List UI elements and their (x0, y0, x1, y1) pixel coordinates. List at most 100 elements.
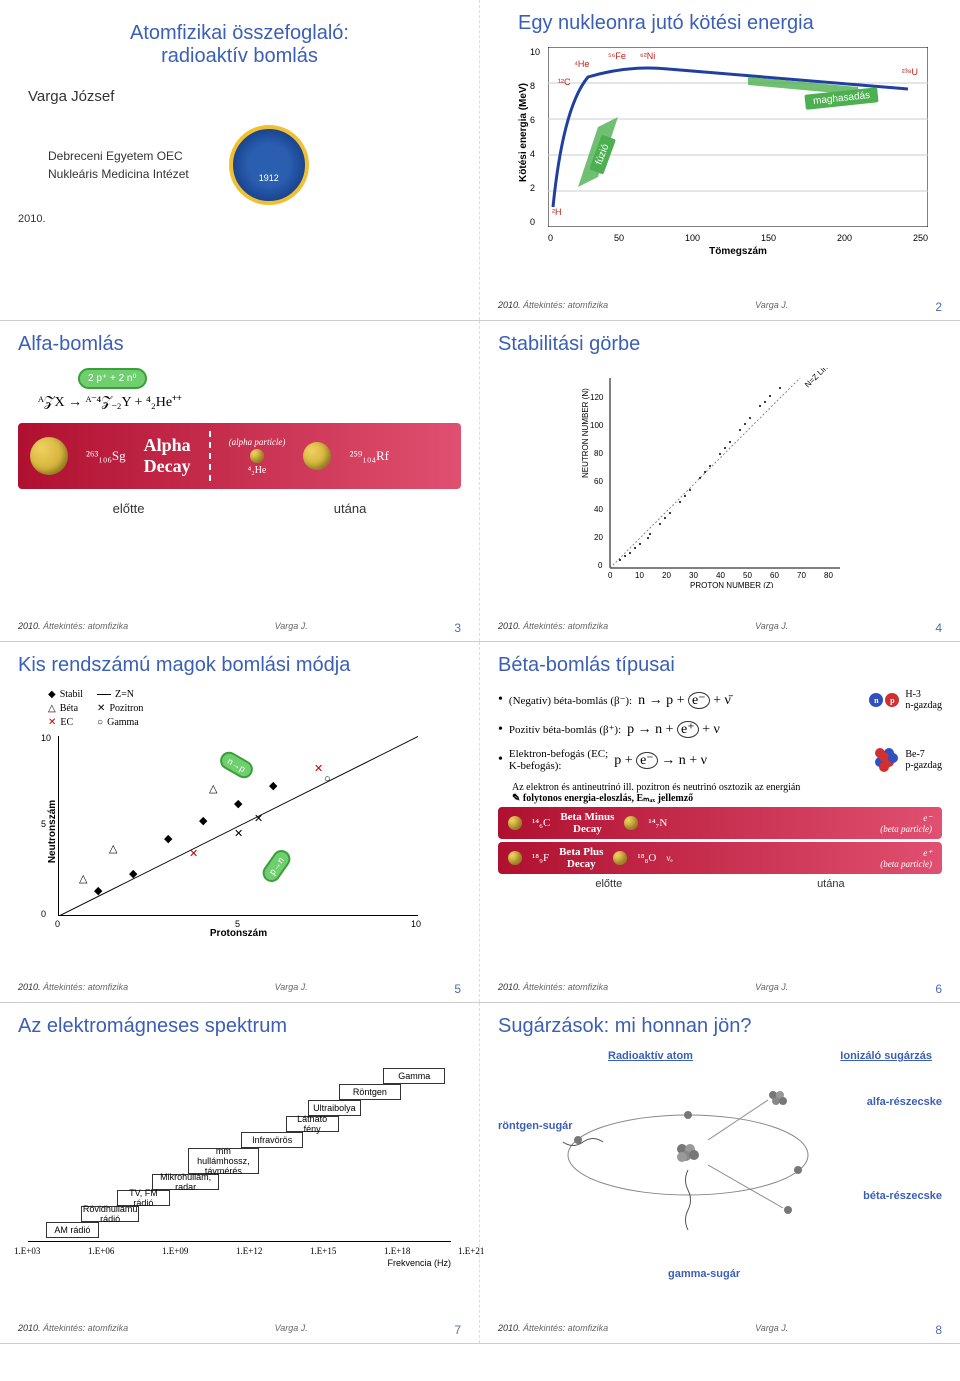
slide1-title: Atomfizikai összefoglaló: radioaktív bom… (18, 22, 461, 68)
affiliation-2: Nukleáris Medicina Intézet (48, 165, 189, 183)
beta-plus-label: Pozitív béta-bomlás (β⁺): (509, 723, 621, 736)
h3-note: H-3 n-gazdag (905, 689, 942, 711)
svg-text:80: 80 (824, 571, 833, 580)
rf-label: ²⁵⁹₁₀₄Rf (349, 448, 389, 464)
mark-h2: ²H (552, 207, 562, 217)
y-axis-label: Kötési energia (MeV) (518, 83, 529, 182)
after-label: utána (334, 501, 367, 516)
svg-text:60: 60 (594, 477, 603, 486)
mark-c: ¹²C (558, 77, 571, 87)
xtick: 1.E+03 (14, 1246, 40, 1256)
svg-text:20: 20 (594, 533, 603, 542)
beta-minus-label: (Negatív) béta-bomlás (β⁻): (509, 694, 632, 707)
mark-ni: ⁶²Ni (640, 51, 655, 61)
xtick: 1.E+18 (384, 1246, 410, 1256)
xtick: 1.E+09 (162, 1246, 188, 1256)
xtick: 100 (685, 233, 700, 243)
xtick: 200 (837, 233, 852, 243)
em-bar: Infravörös (241, 1132, 303, 1148)
svg-text:70: 70 (797, 571, 806, 580)
slide3-title: Alfa-bomlás (18, 333, 461, 356)
alpha-decay-formula: ᴬ𝒵X → ᴬ⁻⁴𝒵₋₂Y + ⁴₂He⁺⁺ (38, 395, 461, 411)
em-bar: Gamma (383, 1068, 445, 1084)
university-logo-icon (229, 125, 309, 205)
alpha-particle-icon (250, 449, 264, 463)
he-label: ⁴₂He (248, 465, 267, 476)
slide-8: Sugárzások: mi honnan jön? Radioaktív at… (480, 1003, 960, 1343)
svg-text:N=Z Line: N=Z Line (803, 368, 833, 389)
before-label: előtte (113, 501, 145, 516)
gamma-label: gamma-sugár (668, 1268, 740, 1280)
slide5-title: Kis rendszámú magok bomlási módja (18, 654, 461, 677)
em-bar: Röntgen (339, 1084, 401, 1100)
slide4-title: Stabilitási görbe (498, 333, 942, 356)
ytick: 8 (530, 81, 540, 91)
alpha-particle-note: (alpha particle) (229, 437, 286, 447)
slide-4: Stabilitási görbe N=Z Line 0204060801001… (480, 321, 960, 641)
slide-2: Egy nukleonra jutó kötési energia Kötési… (480, 0, 960, 320)
em-bar: Mikrohullám, radar (152, 1174, 219, 1190)
energy-share-note: Az elektron és antineutrinó ill. pozitro… (512, 782, 942, 793)
xtick: 1.E+06 (88, 1246, 114, 1256)
y-axis-label: Neutronszám (47, 799, 58, 862)
svg-text:0: 0 (598, 561, 603, 570)
mark-u: ²³⁸U (902, 67, 918, 77)
svg-text:40: 40 (716, 571, 725, 580)
svg-text:10: 10 (635, 571, 644, 580)
author-name: Varga József (28, 88, 461, 105)
nucleus-icon (30, 437, 68, 475)
svg-text:0: 0 (608, 571, 613, 580)
svg-text:60: 60 (770, 571, 779, 580)
em-bar: Ultraibolya (308, 1100, 361, 1116)
em-bar: Látható fény (286, 1116, 339, 1132)
atom-diagram-icon (558, 1080, 818, 1250)
xtick: 250 (913, 233, 928, 243)
xtick: 50 (614, 233, 624, 243)
ionizing-label: Ionizáló sugárzás (840, 1050, 932, 1062)
em-bar: Rövidhullámú rádió (81, 1206, 139, 1222)
x-axis-label: Tömegszám (709, 246, 767, 257)
xtick: 1.E+12 (236, 1246, 262, 1256)
svg-text:100: 100 (590, 421, 604, 430)
em-bar: AM rádió (46, 1222, 99, 1238)
slide-1: Atomfizikai összefoglaló: radioaktív bom… (0, 0, 480, 320)
alpha-composition-bubble: 2 p⁺ + 2 n⁰ (78, 368, 147, 389)
x-axis-label: Frekvencia (Hz) (387, 1258, 451, 1268)
ytick: 2 (530, 183, 540, 193)
svg-text:20: 20 (662, 571, 671, 580)
mark-he: ⁴He (574, 59, 589, 69)
beta-types-list: •(Negatív) béta-bomlás (β⁻): n → p + e⁻ … (498, 689, 942, 772)
slide2-title: Egy nukleonra jutó kötési energia (518, 12, 942, 35)
alpha-decay-illustration: ²⁶³₁₀₆Sg Alpha Decay (alpha particle) ⁴₂… (18, 423, 461, 489)
year-label: 2010. (18, 213, 461, 225)
beta-label: béta-részecske (863, 1190, 942, 1202)
svg-text:120: 120 (590, 393, 604, 402)
em-bar: mm hullámhossz, távmérés (188, 1148, 259, 1174)
ec-label: Elektron-befogás (EC; K-befogás): (509, 748, 608, 772)
svg-text:40: 40 (594, 505, 603, 514)
em-bar: TV, FM rádió (117, 1190, 170, 1206)
mark-fe: ⁵⁶Fe (608, 51, 626, 61)
energy-dist-note: ✎ folytonos energia-eloszlás, Eₘₐₓ jelle… (512, 793, 942, 804)
ytick: 4 (530, 149, 540, 159)
beta-plus-illustration: ¹⁸₉F Beta Plus Decay ¹⁸₈O νₑ e⁺ (beta pa… (498, 842, 942, 874)
slide7-title: Az elektromágneses spektrum (18, 1015, 461, 1038)
radiation-sources-diagram: Radioaktív atom Ionizáló sugárzás röntge… (498, 1050, 942, 1280)
before-label: előtte (595, 878, 622, 890)
ytick: 10 (530, 47, 540, 57)
svg-text:NEUTRON NUMBER (N): NEUTRON NUMBER (N) (581, 388, 590, 478)
chart-legend: ◆Stabil △Béta ✕EC Z=N ✕Pozitron ○Gamma (48, 689, 461, 728)
slide-6: Béta-bomlás típusai •(Negatív) béta-boml… (480, 642, 960, 1002)
atom-label: Radioaktív atom (608, 1050, 693, 1062)
after-label: utána (817, 878, 845, 890)
ytick: 6 (530, 115, 540, 125)
affiliation-1: Debreceni Egyetem OEC (48, 147, 189, 165)
slide6-title: Béta-bomlás típusai (498, 654, 942, 677)
stability-curve-chart: N=Z Line 020406080100120 010203040506070… (580, 368, 860, 588)
alpha-decay-label: Alpha Decay (144, 435, 191, 477)
daughter-nucleus-icon (303, 442, 331, 470)
slide-7: Az elektromágneses spektrum Frekvencia (… (0, 1003, 480, 1343)
svg-text:30: 30 (689, 571, 698, 580)
alpha-label: alfa-részecske (867, 1096, 942, 1108)
xtick: 150 (761, 233, 776, 243)
